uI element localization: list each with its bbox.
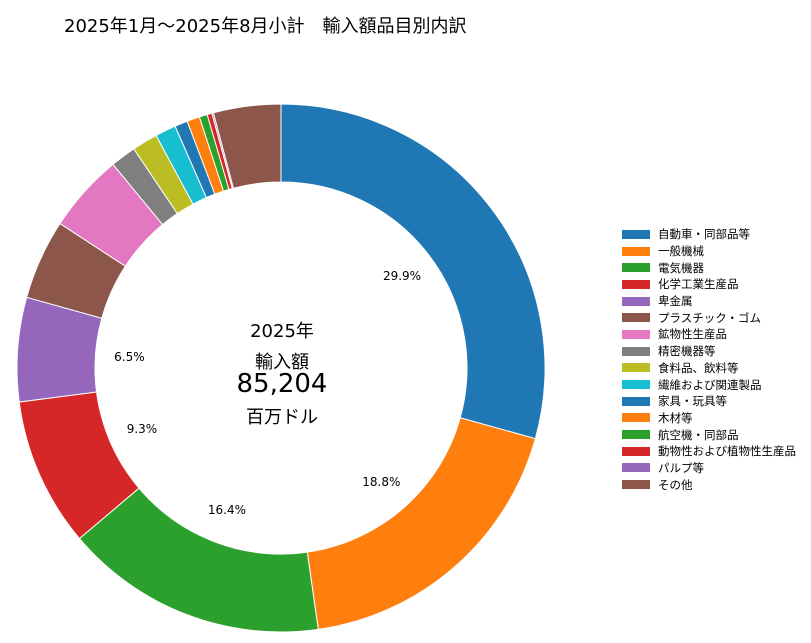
percent-label-2: 16.4% <box>207 503 247 518</box>
legend-swatch <box>622 413 650 423</box>
legend-label: 電気機器 <box>658 260 704 275</box>
legend-label: 動物性および植物性生産品 <box>658 444 796 459</box>
center-value: 85,204 <box>236 369 328 399</box>
legend-label: 航空機・同部品 <box>658 427 739 442</box>
legend-item: 動物性および植物性生産品 <box>622 443 796 460</box>
legend-label: 化学工業生産品 <box>658 277 739 292</box>
legend-label: パルプ等 <box>658 460 704 475</box>
legend-label: 一般機械 <box>658 244 704 259</box>
legend-item: プラスチック・ゴム <box>622 309 796 326</box>
legend-swatch <box>622 346 650 356</box>
percent-label-0: 29.9% <box>382 269 422 284</box>
center-unit: 百万ドル <box>246 407 318 428</box>
legend-swatch <box>622 430 650 440</box>
legend-item: 繊維および関連製品 <box>622 376 796 393</box>
legend-swatch <box>622 363 650 373</box>
legend: 自動車・同部品等 一般機械 電気機器化学工業生産品 卑金属 プラスチック・ゴム 鉱物性生産… <box>622 226 796 493</box>
legend-item: 自動車・同部品等 <box>622 226 796 243</box>
legend-item: 卑金属 <box>622 293 796 310</box>
legend-label: 自動車・同部品等 <box>658 227 750 242</box>
legend-item: その他 <box>622 476 796 493</box>
center-year: 2025年 <box>250 321 314 342</box>
legend-label: その他 <box>658 477 693 492</box>
legend-item: 食料品、飲料等 <box>622 360 796 377</box>
legend-swatch <box>622 380 650 390</box>
legend-swatch <box>622 246 650 256</box>
legend-swatch <box>622 279 650 289</box>
donut-slice-0 <box>280 103 546 440</box>
percent-label-4: 6.5% <box>114 350 145 365</box>
legend-label: 精密機器等 <box>658 344 716 359</box>
percent-label-1: 18.8% <box>362 475 401 490</box>
donut-slice-15 <box>212 103 282 189</box>
legend-swatch <box>622 296 650 306</box>
legend-item: 鉱物性生産品 <box>622 326 796 343</box>
legend-item: 化学工業生産品 <box>622 276 796 293</box>
legend-label: 卑金属 <box>658 294 693 309</box>
legend-label: プラスチック・ゴム <box>658 310 762 325</box>
legend-item: 一般機械 <box>622 243 796 260</box>
legend-swatch <box>622 263 650 273</box>
legend-item: 家具・玩具等 <box>622 393 796 410</box>
donut-slice-1 <box>306 417 536 630</box>
chart-title: 2025年1月～2025年8月小計 輸入額品目別内訳 <box>64 16 467 37</box>
legend-item: 航空機・同部品 <box>622 426 796 443</box>
legend-swatch <box>622 313 650 323</box>
legend-item: パルプ等 <box>622 460 796 477</box>
legend-label: 鉱物性生産品 <box>658 327 727 342</box>
percent-label-3: 9.3% <box>126 422 158 437</box>
legend-swatch <box>622 463 650 473</box>
legend-swatch <box>622 446 650 456</box>
legend-swatch <box>622 329 650 339</box>
center-label: 輸入額 <box>255 352 309 373</box>
legend-label: 食料品、飲料等 <box>658 360 739 375</box>
legend-item: 電気機器 <box>622 259 796 276</box>
legend-label: 繊維および関連製品 <box>658 377 762 392</box>
legend-item: 精密機器等 <box>622 343 796 360</box>
legend-swatch <box>622 229 650 239</box>
donut-slice-2 <box>78 487 319 633</box>
legend-swatch <box>622 480 650 490</box>
legend-label: 木材等 <box>658 410 693 425</box>
legend-label: 家具・玩具等 <box>658 394 727 409</box>
legend-swatch <box>622 396 650 406</box>
legend-item: 木材等 <box>622 410 796 427</box>
